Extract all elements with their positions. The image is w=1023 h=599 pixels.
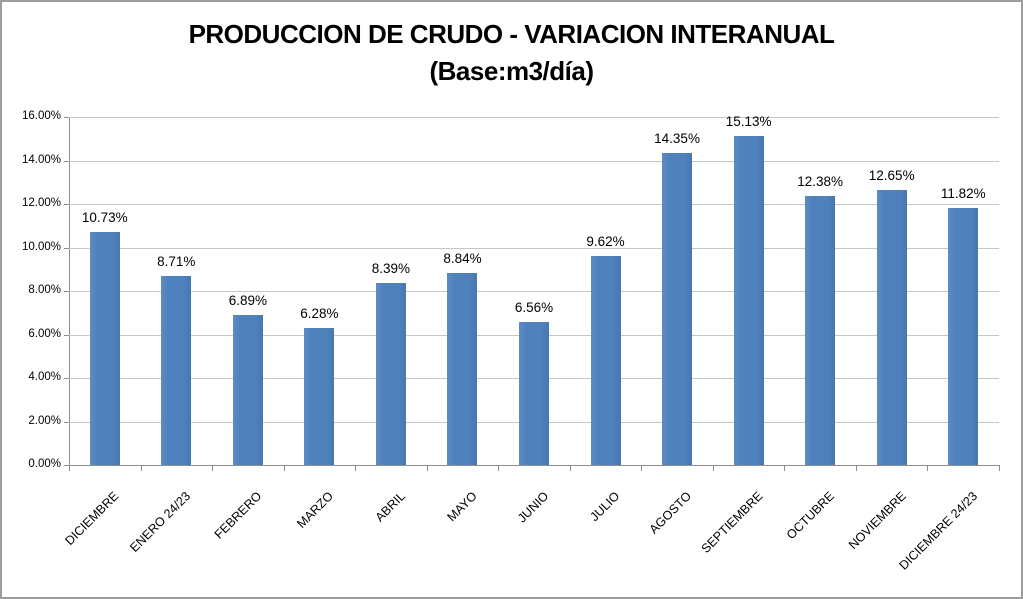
x-axis-tick	[283, 466, 285, 471]
y-axis-tick	[64, 334, 69, 336]
bar-noviembre	[876, 189, 907, 465]
bar-value-label: 8.71%	[157, 253, 196, 269]
x-axis-tick	[784, 466, 786, 471]
bar-value-label: 14.35%	[654, 130, 700, 146]
bar-value-label: 9.62%	[586, 233, 625, 249]
bar-marzo	[304, 328, 335, 465]
y-axis-tick-label: 4.00%	[28, 371, 61, 383]
bar-value-label: 8.84%	[443, 250, 482, 266]
bar-value-label: 10.73%	[81, 209, 128, 225]
bar-agosto	[662, 152, 693, 465]
x-axis-tick	[212, 466, 214, 471]
y-axis-tick	[64, 117, 69, 118]
x-axis-tick	[569, 466, 571, 471]
x-axis-tick	[140, 466, 142, 471]
chart-title: PRODUCCION DE CRUDO - VARIACION INTERANU…	[188, 19, 835, 49]
y-axis-tick	[64, 291, 69, 292]
x-axis-tick	[855, 466, 857, 471]
gridline	[69, 160, 999, 162]
chart-subtitle: (Base:m3/día)	[429, 56, 595, 86]
gridline	[69, 291, 999, 292]
y-axis-tick	[64, 204, 69, 205]
y-axis-tick-label: 14.00%	[21, 153, 61, 166]
bar-value-label: 12.38%	[797, 173, 844, 189]
bar-value-label: 11.82%	[940, 185, 986, 201]
x-axis-tick	[498, 466, 500, 471]
bar-septiembre	[733, 135, 764, 465]
x-axis-label-febrero: FEBRERO	[212, 489, 265, 542]
x-axis-tick	[999, 466, 1000, 471]
chart-title-block: PRODUCCION DE CRUDO - VARIACION INTERANU…	[2, 16, 1021, 90]
bar-abril	[375, 282, 406, 465]
y-axis-tick	[64, 465, 69, 466]
x-axis-label-septiembre: SEPTIEMBRE	[698, 489, 766, 556]
y-axis-tick	[64, 247, 69, 249]
gridline	[69, 204, 999, 205]
bar-enero-24-23	[161, 275, 192, 465]
x-axis-tick	[641, 466, 643, 471]
x-axis-label-mayo: MAYO	[444, 489, 480, 525]
y-axis-tick	[64, 421, 69, 423]
x-axis-label-diciembre: DICIEMBRE	[62, 489, 122, 549]
x-axis-label-octubre: OCTUBRE	[783, 489, 838, 543]
x-axis-label-marzo: MARZO	[294, 489, 337, 531]
bar-value-label: 15.13%	[725, 113, 772, 129]
bar-value-label: 8.39%	[371, 260, 411, 276]
bar-value-label: 6.28%	[300, 306, 339, 322]
x-axis-tick	[927, 466, 929, 471]
y-axis-tick-label: 12.00%	[21, 197, 61, 209]
x-axis-label-julio: JULIO	[587, 489, 623, 524]
y-axis-tick-label: 0.00%	[28, 458, 61, 470]
bar-diciembre-24-23	[948, 207, 979, 465]
x-axis-label-enero-24-23: ENERO 24/23	[127, 489, 194, 555]
gridline	[69, 117, 999, 118]
bar-febrero	[232, 315, 263, 465]
x-axis-tick	[355, 466, 357, 471]
y-axis-tick-label: 6.00%	[28, 327, 61, 340]
bar-octubre	[805, 195, 836, 465]
bar-julio	[590, 255, 621, 465]
x-axis-label-abril: ABRIL	[372, 489, 408, 525]
x-axis-label-noviembre: NOVIEMBRE	[845, 489, 909, 552]
y-axis-tick	[64, 378, 69, 379]
bar-value-label: 6.89%	[228, 293, 267, 309]
gridline	[69, 247, 999, 249]
y-axis-tick-label: 2.00%	[28, 414, 61, 427]
x-axis-tick	[712, 466, 714, 471]
y-axis-tick-label: 16.00%	[21, 110, 61, 122]
x-axis-label-diciembre-24-23: DICIEMBRE 24/23	[896, 489, 981, 573]
x-axis-tick	[426, 466, 428, 471]
bar-mayo	[447, 272, 478, 465]
bar-junio	[519, 322, 549, 465]
x-axis-label-agosto: AGOSTO	[646, 489, 694, 537]
bar-value-label: 6.56%	[514, 300, 554, 316]
bar-value-label: 12.65%	[868, 167, 915, 183]
x-axis-label-junio: JUNIO	[514, 489, 551, 526]
bar-diciembre	[89, 231, 120, 465]
y-axis-tick-label: 10.00%	[21, 240, 61, 253]
y-axis-tick	[64, 160, 69, 162]
x-axis-tick	[69, 466, 70, 471]
y-axis-tick-label: 8.00%	[28, 284, 61, 296]
